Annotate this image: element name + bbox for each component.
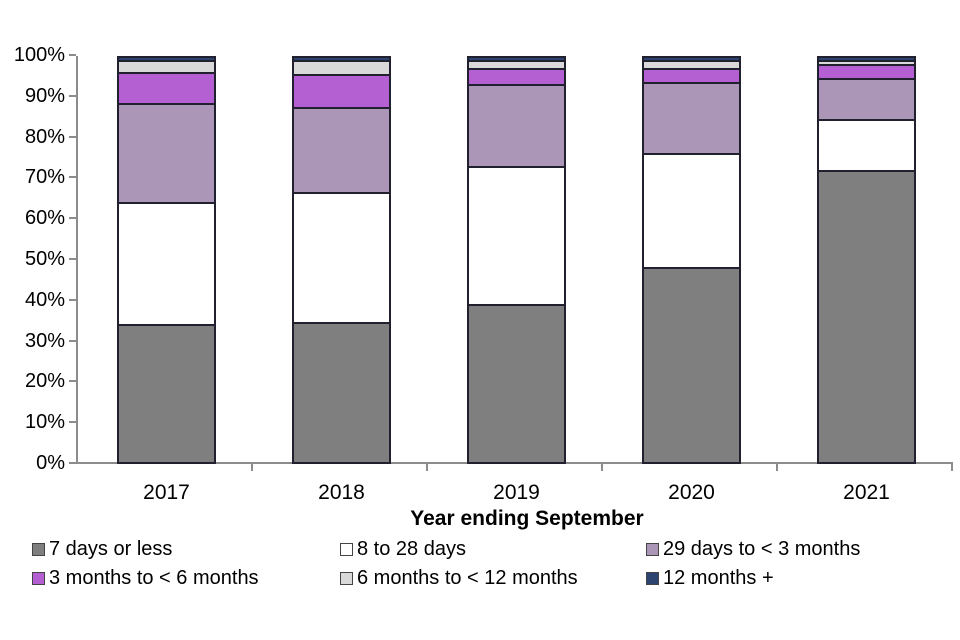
bar-2020	[642, 56, 741, 464]
bar-segment-29-days-to-3-months	[468, 85, 565, 167]
legend-label-3-months-to-6-months: 3 months to < 6 months	[49, 567, 259, 589]
bar-segment-8-to-28-days	[118, 203, 215, 325]
bar-segment-8-to-28-days	[293, 193, 390, 323]
bar-2017	[117, 56, 216, 464]
y-tick	[69, 135, 76, 138]
bar-segment-29-days-to-3-months	[818, 79, 915, 120]
legend-label-29-days-to-3-months: 29 days to < 3 months	[663, 538, 861, 560]
bar-segment-7-days-or-less	[293, 322, 390, 463]
bar-segment-3-months-to-6-months	[643, 69, 740, 84]
bar-segment-7-days-or-less	[468, 304, 565, 463]
y-tick-label: 70%	[24, 166, 65, 189]
x-tick	[951, 462, 953, 471]
x-category-label: 2017	[143, 481, 190, 504]
x-category-label: 2020	[668, 481, 715, 504]
bar-segment-6-months-to-12-months	[118, 61, 215, 74]
bar-segment-3-months-to-6-months	[118, 73, 215, 104]
bar-segment-6-months-to-12-months	[468, 61, 565, 70]
legend-swatch-8-to-28-days	[340, 542, 353, 556]
y-tick	[69, 258, 76, 260]
y-tick-label: 100%	[13, 44, 65, 66]
bar-segment-6-months-to-12-months	[293, 61, 390, 76]
bar-segment-3-months-to-6-months	[293, 75, 390, 108]
bar-segment-29-days-to-3-months	[118, 103, 215, 204]
legend-swatch-3-months-to-6-months	[32, 571, 45, 585]
bar-2018	[292, 56, 391, 464]
y-tick-label: 90%	[24, 84, 65, 107]
y-tick-label: 80%	[24, 125, 65, 148]
y-tick	[69, 421, 76, 424]
bar-segment-7-days-or-less	[643, 268, 740, 463]
y-tick-label: 30%	[24, 329, 65, 352]
legend-swatch-29-days-to-3-months	[646, 542, 659, 556]
y-tick-label: 60%	[24, 207, 65, 230]
x-category-label: 2019	[493, 481, 540, 504]
legend-swatch-12-months	[646, 571, 659, 585]
y-tick-label: 10%	[24, 411, 65, 434]
bar-segment-29-days-to-3-months	[293, 107, 390, 194]
legend-label-12-months: 12 months +	[663, 567, 774, 589]
x-tick	[426, 462, 428, 471]
bar-segment-12-months	[293, 57, 390, 62]
y-tick-label: 40%	[24, 288, 65, 311]
y-tick	[69, 380, 76, 383]
x-category-label: 2018	[318, 481, 365, 504]
legend-item-6-months-to-12-months: 6 months to < 12 months	[340, 568, 578, 588]
legend-item-3-months-to-6-months: 3 months to < 6 months	[32, 568, 259, 588]
bar-segment-6-months-to-12-months	[818, 61, 915, 66]
legend-item-12-months: 12 months +	[646, 568, 774, 588]
x-axis-title: Year ending September	[410, 507, 644, 530]
y-tick-label: 50%	[24, 248, 65, 270]
bar-segment-8-to-28-days	[818, 119, 915, 171]
y-tick	[69, 462, 76, 464]
y-tick	[69, 54, 76, 56]
bar-segment-3-months-to-6-months	[818, 65, 915, 80]
legend-item-29-days-to-3-months: 29 days to < 3 months	[646, 539, 860, 559]
x-tick	[601, 462, 603, 471]
bar-segment-12-months	[818, 57, 915, 62]
y-tick	[69, 339, 76, 342]
legend-label-6-months-to-12-months: 6 months to < 12 months	[357, 567, 578, 589]
legend-item-8-to-28-days: 8 to 28 days	[340, 539, 466, 559]
y-tick	[69, 298, 76, 301]
legend-label-8-to-28-days: 8 to 28 days	[357, 538, 466, 560]
legend-swatch-7-days-or-less	[32, 542, 45, 556]
bar-segment-6-months-to-12-months	[643, 61, 740, 70]
y-tick	[69, 94, 76, 97]
legend-item-7-days-or-less: 7 days or less	[32, 539, 172, 559]
bar-segment-12-months	[468, 57, 565, 62]
legend-label-7-days-or-less: 7 days or less	[49, 538, 173, 560]
bar-segment-7-days-or-less	[118, 324, 215, 463]
y-tick-label: 0%	[36, 452, 65, 474]
bar-segment-8-to-28-days	[643, 154, 740, 269]
bar-2019	[467, 56, 566, 464]
x-tick	[251, 462, 253, 471]
y-tick	[69, 217, 76, 220]
x-tick	[776, 462, 778, 471]
bar-2021	[817, 56, 916, 464]
bar-segment-7-days-or-less	[818, 170, 915, 463]
bar-segment-8-to-28-days	[468, 166, 565, 305]
bar-segment-3-months-to-6-months	[468, 69, 565, 86]
bar-segment-29-days-to-3-months	[643, 83, 740, 155]
bar-segment-12-months	[643, 57, 740, 62]
y-tick-label: 20%	[24, 370, 65, 393]
y-axis-line	[76, 56, 78, 464]
bar-segment-12-months	[118, 57, 215, 62]
x-category-label: 2021	[843, 481, 890, 504]
y-tick	[69, 176, 76, 179]
legend-swatch-6-months-to-12-months	[340, 571, 353, 585]
